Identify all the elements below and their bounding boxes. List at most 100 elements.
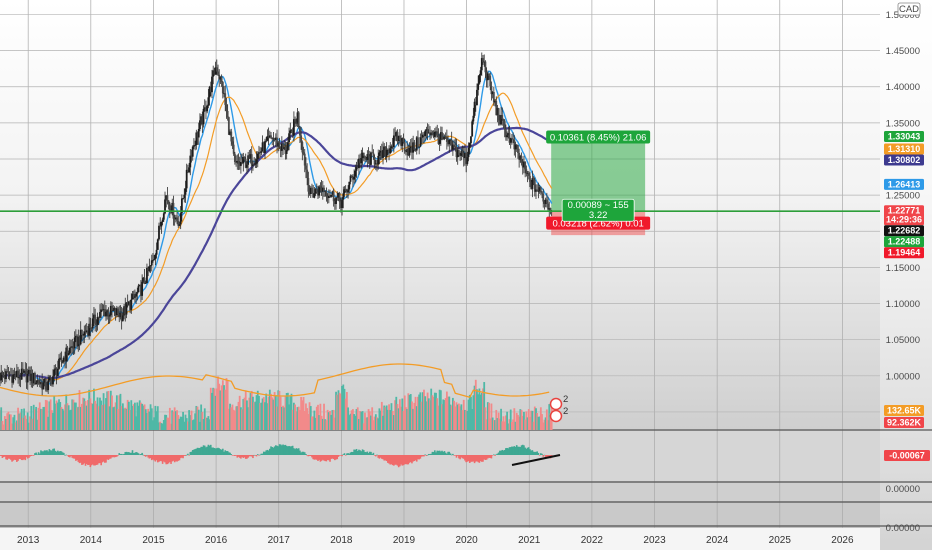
- candle-body: [273, 138, 276, 141]
- volume-bar: [159, 421, 162, 430]
- candle-body: [215, 67, 218, 72]
- volume-bar: [109, 390, 112, 430]
- position-center-line1: 0.00089 ~ 155: [568, 200, 629, 211]
- profit-label[interactable]: 0.10361 (8.45%) 21.06: [546, 130, 651, 144]
- oscillator-bar: [99, 455, 101, 464]
- price-badge[interactable]: 1.19464: [884, 247, 924, 259]
- oscillator-bar: [325, 455, 328, 462]
- volume-bar: [285, 393, 288, 430]
- oscillator-bar: [118, 453, 121, 455]
- candle-body: [90, 328, 93, 329]
- volume-badge[interactable]: 132.65K: [884, 405, 924, 416]
- price-badge[interactable]: 1.22488: [884, 236, 924, 248]
- alert-clock-icon[interactable]: 2: [549, 394, 569, 411]
- oscillator-bar: [154, 455, 157, 462]
- volume-bar: [70, 409, 72, 430]
- oscillator-bar: [76, 455, 78, 461]
- oscillator-bar: [236, 455, 239, 458]
- candle-body: [126, 302, 129, 305]
- oscillator-bar: [46, 450, 48, 455]
- candle-body: [426, 129, 429, 134]
- candle-body: [354, 170, 357, 177]
- candle-body: [149, 265, 152, 267]
- candle-body: [449, 139, 452, 141]
- oscillator-bar: [38, 453, 41, 455]
- volume-bar: [486, 402, 489, 430]
- volume-bar: [380, 401, 383, 430]
- candle-body: [8, 375, 11, 377]
- candle-body: [330, 194, 333, 197]
- candle-body: [353, 176, 356, 180]
- price-badge[interactable]: 1.31310: [884, 143, 924, 155]
- currency-badge[interactable]: CAD: [897, 2, 921, 16]
- volume-badge-text: 92.362K: [887, 418, 922, 428]
- price-badge-text: 1.30802: [888, 155, 921, 165]
- candle-body: [385, 150, 388, 158]
- candle-body: [61, 361, 64, 363]
- candle-body: [490, 86, 493, 95]
- candle-body: [124, 306, 127, 315]
- candle-body: [18, 376, 21, 379]
- oscillator-bar: [397, 455, 400, 468]
- volume-bar: [250, 390, 253, 430]
- oscillator-bar: [377, 455, 380, 458]
- volume-bar: [259, 402, 262, 430]
- volume-bar: [406, 408, 409, 430]
- trendline-drawing[interactable]: [511, 454, 561, 466]
- volume-bar: [112, 407, 115, 430]
- candle-body: [35, 382, 38, 385]
- volume-bar: [244, 390, 247, 430]
- candle-body: [1, 372, 4, 375]
- volume-bar: [78, 390, 81, 430]
- volume-bar: [166, 417, 169, 430]
- price-badge[interactable]: 1.33043: [884, 131, 924, 143]
- volume-bar: [525, 411, 528, 430]
- candle-body: [489, 75, 492, 87]
- alert-clock-icon[interactable]: 2: [549, 406, 569, 423]
- volume-bar: [471, 408, 474, 430]
- candle-body: [445, 137, 448, 142]
- price-badge[interactable]: 1.22682: [884, 225, 924, 237]
- oscillator-bar: [138, 454, 141, 456]
- profit-label-text: 0.10361 (8.45%) 21.06: [550, 133, 647, 144]
- candle-body: [299, 127, 301, 136]
- time-axis-bg[interactable]: [0, 528, 880, 550]
- oscillator-bar: [116, 455, 118, 457]
- candle-body: [308, 191, 311, 194]
- volume-bar: [124, 407, 127, 430]
- oscillator-bar: [409, 455, 412, 463]
- oscillator-bar: [94, 455, 96, 466]
- oscillator-bar: [28, 455, 30, 458]
- candle-body: [125, 302, 128, 315]
- candle-body: [23, 370, 25, 373]
- candle-body: [267, 136, 270, 138]
- volume-bar: [507, 423, 510, 430]
- oscillator-bar: [275, 445, 277, 455]
- oscillator-bar: [60, 451, 63, 455]
- candle-body: [436, 131, 439, 136]
- oscillator-bar: [303, 452, 306, 455]
- candle-body: [325, 190, 328, 197]
- volume-badge[interactable]: 92.362K: [884, 417, 924, 428]
- candle-body: [283, 147, 286, 149]
- candle-body: [229, 131, 231, 135]
- volume-bar: [74, 402, 77, 430]
- candle-body: [162, 213, 165, 220]
- oscillator-bar: [197, 447, 200, 455]
- volume-bar: [403, 395, 406, 430]
- price-badge[interactable]: 1.26413: [884, 178, 924, 190]
- oscillator-bar: [390, 455, 393, 465]
- volume-bar: [472, 395, 475, 430]
- volume-bar: [248, 397, 251, 430]
- oscillator-bar: [123, 453, 125, 455]
- oscillator-badge[interactable]: -0.00067: [884, 450, 930, 461]
- price-badge[interactable]: 1.30802: [884, 154, 924, 166]
- oscillator-bar: [425, 455, 428, 456]
- candle-body: [246, 164, 248, 168]
- oscillator-bar: [506, 447, 508, 455]
- volume-bar: [389, 410, 392, 430]
- volume-bar: [268, 389, 271, 430]
